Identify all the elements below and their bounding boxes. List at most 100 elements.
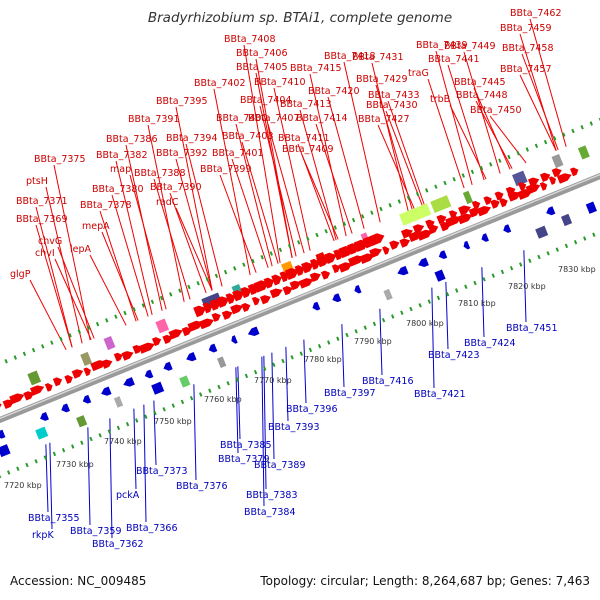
reverse-feature-block	[76, 415, 88, 428]
track-tick	[214, 273, 219, 279]
forward-gene-label: BBta_7371	[16, 196, 68, 207]
track-tick	[580, 125, 584, 130]
forward-leader-line	[213, 88, 251, 276]
reverse-gene	[332, 293, 342, 303]
kbp-label: 7730 kbp	[56, 460, 94, 469]
kbp-label: 7750 kbp	[154, 417, 192, 426]
forward-gene-label: BBta_7391	[128, 114, 180, 125]
forward-gene	[269, 288, 283, 299]
reverse-gene-label: pckA	[116, 490, 140, 501]
forward-leader-line	[101, 231, 139, 321]
reverse-gene	[418, 257, 429, 267]
track-tick	[564, 243, 569, 249]
forward-gene	[368, 233, 385, 247]
forward-gene-label: BBta_7399	[200, 164, 252, 175]
track-tick	[306, 236, 310, 241]
track-tick	[519, 262, 523, 267]
forward-gene	[187, 320, 204, 332]
forward-gene	[44, 383, 53, 392]
reverse-feature-block	[151, 381, 165, 395]
forward-gene	[221, 310, 233, 320]
track-tick	[125, 421, 130, 427]
track-tick	[107, 429, 111, 434]
track-tick	[427, 299, 431, 304]
forward-gene	[471, 200, 481, 210]
reverse-gene-label: BBta_7393	[268, 422, 320, 433]
reverse-leader-line	[285, 346, 289, 422]
track-tick	[235, 377, 239, 382]
reverse-gene-label: BBta_7362	[92, 539, 144, 550]
reverse-leader-line	[87, 427, 91, 526]
reverse-gene-label: BBta_7376	[176, 481, 228, 492]
kbp-label: 7820 kbp	[508, 282, 546, 291]
forward-feature-block	[80, 351, 93, 367]
reverse-gene	[438, 250, 448, 260]
forward-gene	[301, 261, 314, 274]
track-tick	[114, 314, 118, 319]
genome-title: Bradyrhizobium sp. BTAi1, complete genom…	[147, 10, 453, 26]
forward-gene	[83, 367, 91, 377]
reverse-feature-block	[179, 375, 191, 388]
forward-gene-label: ptsH	[26, 176, 48, 187]
track-tick	[324, 229, 328, 234]
forward-leader-line	[115, 160, 153, 316]
reverse-leader-line	[431, 287, 435, 389]
reverse-gene-label: BBta_7389	[254, 460, 306, 471]
forward-gene-label: BBta_7375	[34, 154, 86, 165]
accession-text: Accession: NC_009485	[10, 574, 147, 588]
reverse-feature-block	[35, 426, 49, 440]
forward-leader-line	[185, 143, 223, 287]
genome-ruler	[0, 172, 600, 424]
reverse-gene	[481, 233, 489, 242]
forward-gene-label: BBta_7390	[150, 182, 202, 193]
forward-gene	[9, 393, 25, 405]
forward-leader-line	[273, 87, 311, 251]
forward-gene	[320, 270, 331, 280]
forward-leader-line	[175, 207, 213, 291]
forward-leader-line	[241, 141, 279, 264]
track-tick	[491, 273, 495, 278]
forward-leader-line	[99, 210, 137, 322]
forward-gene-label: BBta_7420	[308, 86, 360, 97]
forward-leader-line	[111, 194, 149, 317]
forward-gene-label: glgP	[10, 269, 31, 280]
track-tick	[543, 139, 548, 145]
forward-gene	[448, 210, 458, 220]
forward-leader-line	[45, 186, 83, 344]
forward-gene-label: BBta_7433	[368, 90, 420, 101]
forward-feature-block	[551, 153, 564, 169]
track-tick	[381, 317, 386, 323]
track-tick	[351, 217, 356, 223]
forward-leader-line	[387, 100, 425, 205]
reverse-gene-label: BBta_7379	[218, 454, 270, 465]
forward-gene-label: BBta_7439	[416, 40, 468, 51]
forward-gene	[240, 286, 252, 299]
forward-leader-line	[235, 123, 273, 267]
reverse-gene	[144, 369, 154, 379]
forward-gene	[232, 290, 245, 302]
reverse-gene-label: rkpK	[32, 530, 54, 541]
forward-leader-line	[53, 164, 91, 341]
reverse-gene	[163, 361, 173, 371]
forward-gene-label: BBta_7449	[444, 41, 496, 52]
track-tick	[281, 358, 285, 364]
reverse-gene	[354, 285, 362, 294]
forward-gene-label: BBta_7380	[92, 184, 144, 195]
forward-leader-line	[529, 18, 567, 147]
reverse-gene	[503, 224, 512, 233]
track-tick	[135, 418, 139, 423]
forward-gene	[324, 252, 337, 265]
forward-gene-label: BBta_7458	[502, 43, 554, 54]
forward-leader-line	[175, 158, 213, 291]
forward-gene	[416, 229, 433, 241]
forward-gene	[298, 278, 314, 289]
track-tick	[52, 451, 57, 457]
track-tick	[95, 321, 100, 327]
forward-gene	[294, 265, 305, 277]
reverse-leader-line	[153, 400, 157, 466]
forward-gene	[289, 280, 302, 291]
kbp-label: 7740 kbp	[104, 437, 142, 446]
track-tick	[86, 325, 91, 331]
forward-leader-line	[89, 254, 127, 326]
reverse-gene-label: BBta_7383	[246, 490, 298, 501]
